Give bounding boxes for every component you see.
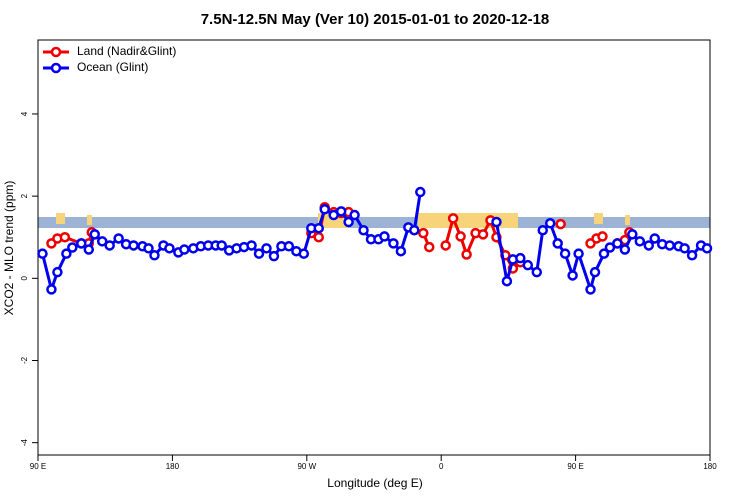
point [491,216,502,228]
point [96,236,108,247]
point [701,243,713,254]
point [395,245,407,257]
point [424,241,435,253]
point [619,244,631,255]
point [598,248,610,259]
point [604,242,616,253]
point [253,248,265,259]
point [379,231,390,242]
point [37,248,48,259]
x-tick-label: 90 E [30,462,46,471]
point [461,249,472,260]
point [415,186,426,198]
point [52,266,63,278]
land [418,213,518,228]
point [113,233,124,244]
point [319,204,330,215]
y-tick-label: -4 [20,439,29,447]
point [589,266,601,278]
point [634,236,646,247]
y-tick-label: -2 [20,356,29,364]
point [349,209,360,221]
legend-label: Land (Nadir&Glint) [77,44,176,58]
point [216,240,227,251]
point [501,275,513,287]
x-tick-label: 90 E [567,462,583,471]
y-axis-label: XCO2 - MLO trend (ppm) [2,181,16,316]
point [555,218,566,230]
point [67,242,78,253]
point [343,216,354,228]
point [83,244,95,255]
x-axis-label: Longitude (deg E) [327,476,422,490]
x-tick-label: 180 [166,462,180,471]
point [585,284,596,295]
point [573,248,584,259]
point [686,250,698,261]
point [515,252,526,264]
point [679,243,690,254]
point [627,229,638,240]
point [46,284,57,295]
chart-title: 7.5N-12.5N May (Ver 10) 2015-01-01 to 20… [201,11,550,28]
point [597,231,608,242]
point [455,231,466,242]
point [567,270,578,281]
x-tick-label: 0 [439,462,444,471]
point [179,244,190,255]
point [246,240,257,251]
x-tick-label: 90 W [297,462,316,471]
point [559,248,571,259]
point [643,240,655,251]
point [76,238,87,249]
legend-marker [50,62,62,74]
point [313,222,324,234]
y-tick-label: 2 [20,193,29,198]
point [537,224,548,236]
y-tick-label: 4 [20,111,29,116]
y-tick-label: 0 [20,276,29,281]
legend-label: Ocean (Glint) [77,60,148,74]
band [38,217,710,228]
point [89,229,100,240]
point [531,266,543,278]
point [418,227,429,239]
point [313,231,324,243]
point [409,224,420,236]
point [335,206,347,217]
point [261,243,272,254]
point [522,259,534,271]
land [625,215,630,225]
point [358,224,369,236]
point [268,250,280,262]
point [61,248,72,259]
point [447,213,459,224]
point [477,229,489,240]
point [544,218,556,229]
point [283,241,295,252]
land [56,213,65,224]
legend-marker [50,46,62,58]
x-tick-label: 180 [703,462,717,471]
point [143,243,154,254]
point [59,231,71,243]
point [104,240,115,251]
point [128,240,139,251]
point [298,248,310,259]
land [594,213,603,224]
point [164,243,175,254]
point [612,238,623,249]
point [649,233,660,244]
point [552,238,563,249]
point [440,240,451,251]
point [664,240,675,251]
land [87,215,92,225]
point [149,250,160,261]
point [388,238,399,249]
